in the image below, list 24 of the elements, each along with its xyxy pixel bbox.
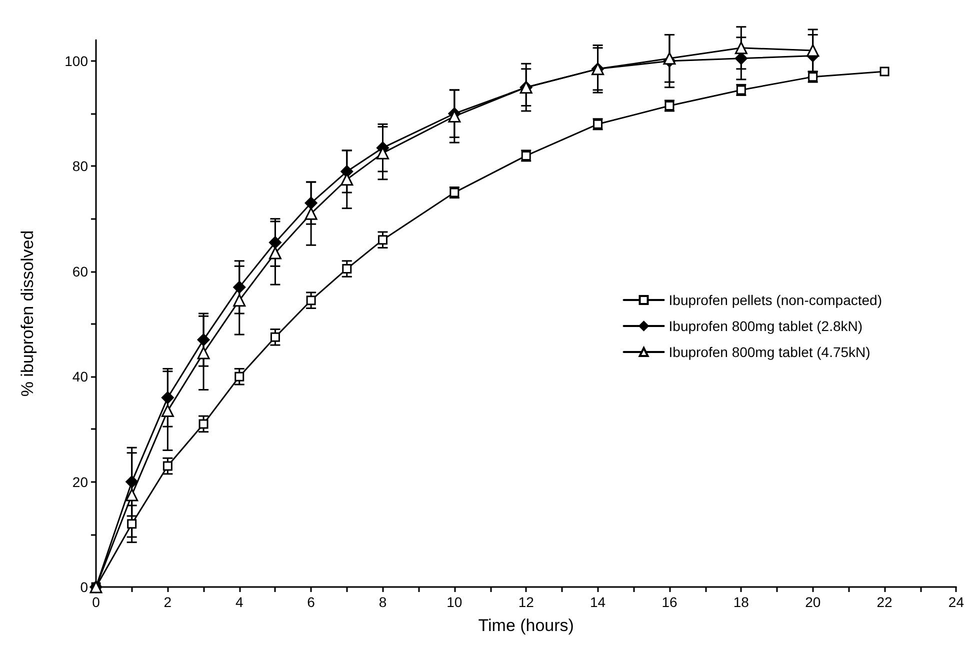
x-tick-label: 18 [733, 594, 750, 610]
y-tick-label: 60 [72, 263, 88, 280]
x-tick-label: 2 [164, 594, 172, 610]
x-axis-title: Time (hours) [478, 616, 574, 635]
x-tick-label: 0 [92, 594, 100, 610]
y-tick-label: 20 [72, 474, 88, 490]
x-tick-label: 16 [662, 594, 678, 610]
y-axis-title: % ibuprofen dissolved [18, 230, 37, 397]
legend-label: Ibuprofen 800mg tablet (2.8kN) [668, 318, 863, 334]
x-tick-label: 12 [518, 594, 534, 610]
x-tick-label: 14 [590, 594, 606, 610]
x-tick-label: 24 [948, 594, 964, 610]
legend-label: Ibuprofen 800mg tablet (4.75kN) [668, 344, 870, 360]
y-tick-label: 80 [72, 158, 88, 174]
y-tick-label: 0 [80, 579, 88, 595]
x-tick-label: 6 [307, 594, 316, 610]
x-tick-label: 22 [876, 594, 893, 610]
legend-label: Ibuprofen pellets (non-compacted) [668, 292, 882, 308]
y-tick-label: 40 [72, 368, 88, 385]
x-tick-label: 20 [805, 594, 821, 610]
x-tick-label: 10 [446, 594, 462, 610]
y-tick-label: 100 [64, 53, 88, 70]
x-tick-label: 4 [235, 594, 244, 610]
x-tick-label: 8 [378, 594, 387, 610]
